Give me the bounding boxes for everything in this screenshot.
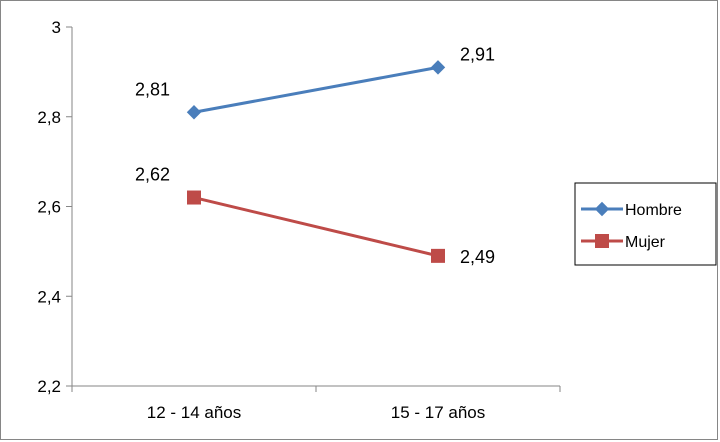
y-tick-label: 2,4 [37, 287, 61, 306]
y-tick-label: 2,6 [37, 198, 61, 217]
y-tick-label: 2,2 [37, 377, 61, 396]
legend-label: Mujer [625, 234, 666, 251]
data-label: 2,81 [135, 79, 170, 99]
legend-marker [595, 234, 609, 248]
legend: Hombre Mujer [574, 182, 717, 266]
data-label: 2,91 [460, 44, 495, 64]
data-label: 2,49 [460, 247, 495, 267]
data-point [431, 248, 445, 263]
data-point [430, 60, 446, 75]
legend-marker [594, 201, 610, 217]
series-line [193, 65, 439, 114]
x-axis-ticks: 12 - 14 años 15 - 17 años [71, 386, 561, 422]
series-hombre: 2,81 2,91 [135, 44, 495, 120]
data-point [186, 105, 202, 120]
series-line [193, 196, 439, 258]
legend-item-mujer: Mujer [581, 234, 666, 251]
data-point [187, 190, 201, 205]
legend-label: Hombre [625, 202, 682, 219]
series-mujer: 2,62 2,49 [135, 165, 495, 267]
legend-item-hombre: Hombre [581, 201, 682, 219]
y-tick-label: 2,8 [37, 108, 61, 127]
y-axis-ticks: 2,2 2,4 2,6 2,8 3 [37, 18, 72, 396]
x-tick-label: 12 - 14 años [147, 403, 242, 422]
x-tick-label: 15 - 17 años [391, 403, 486, 422]
y-tick-label: 3 [52, 18, 61, 37]
series-group: 2,81 2,91 2,62 2,49 [135, 44, 495, 266]
legend-box [574, 182, 717, 266]
data-label: 2,62 [135, 165, 170, 185]
